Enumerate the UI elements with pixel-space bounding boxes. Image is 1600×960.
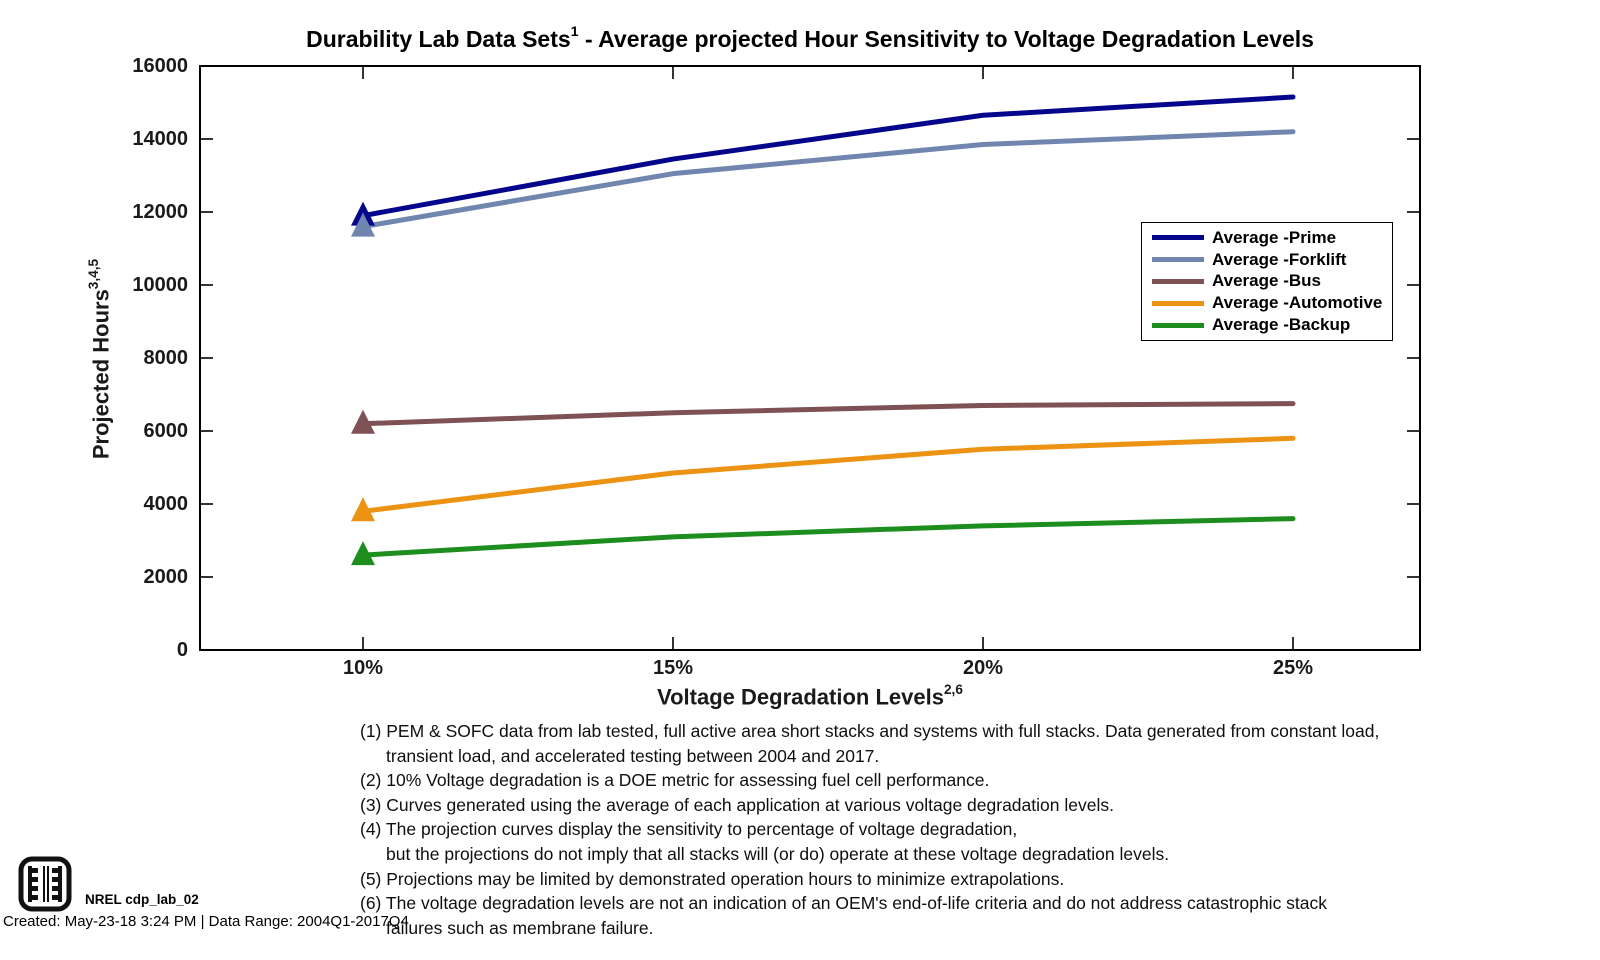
x-tick-label: 10% xyxy=(342,657,384,679)
legend-entry-label: Average -Bus xyxy=(1212,271,1321,291)
legend-entry: Average -Automotive xyxy=(1152,293,1388,313)
y-tick-label: 6000 xyxy=(143,420,189,442)
chart-title: Durability Lab Data Sets1 - Average proj… xyxy=(0,24,1600,53)
y-tick-label: 16000 xyxy=(132,55,188,77)
x-tick-label: 15% xyxy=(652,657,694,679)
legend-entry-label: Average -Automotive xyxy=(1212,293,1383,313)
footnote-line: (3) Curves generated using the average o… xyxy=(360,794,1114,815)
y-tick-label: 0 xyxy=(176,639,188,661)
legend-entry: Average -Prime xyxy=(1152,228,1388,248)
legend-entry: Average -Bus xyxy=(1152,271,1388,291)
legend-entry-label: Average -Backup xyxy=(1212,315,1351,335)
chart-title-text: Durability Lab Data Sets xyxy=(306,26,571,52)
footnote-line: (2) 10% Voltage degradation is a DOE met… xyxy=(360,770,990,791)
legend: Average -Prime Average -Forklift Average… xyxy=(1141,222,1393,341)
x-axis-label-superscript: 2,6 xyxy=(943,681,963,697)
legend-line-swatch xyxy=(1152,257,1204,263)
y-tick-label: 4000 xyxy=(143,493,189,515)
fuel-cell-stack-icon xyxy=(18,856,72,912)
dataset-id-label: NREL cdp_lab_02 xyxy=(85,892,199,907)
footnote-line: (1) PEM & SOFC data from lab tested, ful… xyxy=(360,721,1380,741)
legend-line-swatch xyxy=(1152,235,1204,241)
x-axis-label-text: Voltage Degradation Levels xyxy=(657,684,944,710)
legend-entry: Average -Forklift xyxy=(1152,250,1388,270)
created-timestamp: Created: May-23-18 3:24 PM | Data Range:… xyxy=(3,913,409,930)
legend-line-swatch xyxy=(1152,278,1204,284)
footnote-line: failures such as membrane failure. xyxy=(386,917,654,938)
y-tick-label: 8000 xyxy=(143,347,189,369)
x-tick-label: 25% xyxy=(1272,657,1314,679)
legend-entry: Average -Backup xyxy=(1152,315,1388,335)
x-axis-label: Voltage Degradation Levels2,6 xyxy=(210,681,1410,710)
legend-entry-label: Average -Prime xyxy=(1212,227,1337,247)
footnote-line: (6) The voltage degradation levels are n… xyxy=(360,893,1328,914)
y-tick-label: 2000 xyxy=(143,566,189,588)
footnote-line: (4) The projection curves display the se… xyxy=(360,819,1018,840)
footnotes: (1) PEM & SOFC data from lab tested, ful… xyxy=(360,719,1570,940)
x-tick-label: 20% xyxy=(962,657,1004,679)
y-tick-label: 12000 xyxy=(132,201,188,223)
footnote-line: (5) Projections may be limited by demons… xyxy=(360,868,1065,889)
legend-line-swatch xyxy=(1152,300,1204,306)
y-tick-label: 14000 xyxy=(132,128,188,150)
legend-line-swatch xyxy=(1152,322,1204,328)
chart-title-superscript: 1 xyxy=(570,24,579,41)
y-tick-label: 10000 xyxy=(132,274,188,296)
legend-entry-label: Average -Forklift xyxy=(1212,249,1347,269)
footnote-line: transient load, and accelerated testing … xyxy=(386,745,880,766)
chart-title-rest: - Average projected Hour Sensitivity to … xyxy=(578,26,1314,52)
footnote-line: but the projections do not imply that al… xyxy=(386,843,1170,864)
